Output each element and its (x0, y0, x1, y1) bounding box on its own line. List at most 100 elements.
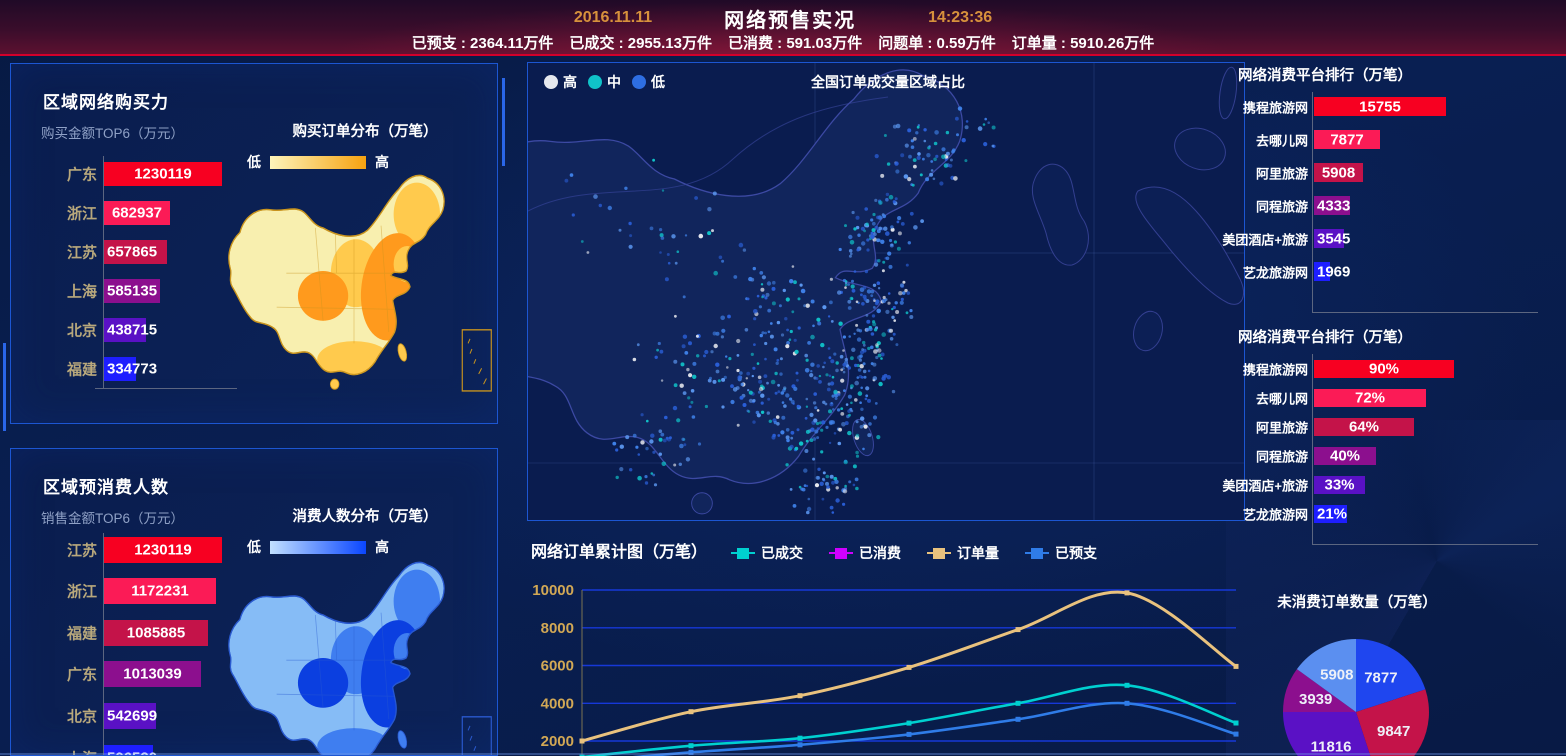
bar-value: 3545 (1317, 230, 1351, 247)
scatter-map-canvas[interactable] (528, 63, 1244, 520)
gradient-legend: 低 高 (247, 152, 491, 172)
line-legend-item[interactable]: 已预支 (1025, 543, 1097, 563)
bar[interactable] (104, 537, 222, 563)
scatter-legend-item[interactable]: 低 (632, 72, 665, 92)
pie-slice[interactable] (1283, 669, 1356, 712)
bar[interactable] (1314, 505, 1347, 523)
scatter-map-svg[interactable] (528, 63, 1244, 520)
bar-row[interactable]: 同程旅游 40% (1236, 446, 1560, 466)
line-chart-svg[interactable]: 10000 8000 6000 4000 2000 (527, 562, 1243, 756)
bar[interactable] (1314, 97, 1446, 116)
bar[interactable] (1314, 163, 1363, 182)
panel-regional-purchasing-power: 区域网络购买力 购买金额TOP6（万元） 购买订单分布（万笔） 低 高 广东 12… (3, 63, 505, 431)
bar-row[interactable]: 北京 542699 (11, 702, 497, 730)
bar-row[interactable]: 北京 438715 (11, 317, 497, 343)
china-choropleth-blue[interactable] (209, 547, 498, 756)
bar-label: 广东 (66, 666, 97, 684)
pie-canvas[interactable]: 7877 9847 11816 3939 5908 (1246, 608, 1566, 756)
bar-row[interactable]: 阿里旅游 5908 (1236, 162, 1560, 183)
bar-row[interactable]: 艺龙旅游网 21% (1236, 504, 1560, 524)
header-stat: 已消费 : 591.03万件 (727, 35, 863, 52)
bar-row[interactable]: 艺龙旅游网 1969 (1236, 261, 1560, 282)
bar-row[interactable]: 江苏 657865 (11, 239, 497, 265)
bar-value: 1230119 (134, 165, 192, 183)
header-bar: 2016.11.11 网络预售实况 14:23:36 已预支 : 2364.11… (0, 0, 1566, 56)
bar-label: 上海 (11, 748, 97, 756)
svg-text:2000: 2000 (541, 733, 574, 750)
line-legend-marker-icon (927, 547, 951, 559)
bar-value: 682937 (111, 204, 163, 222)
svg-text:7877: 7877 (1364, 670, 1397, 687)
scatter-legend-item[interactable]: 高 (544, 72, 577, 92)
bar-row[interactable]: 去哪儿网 7877 (1236, 129, 1560, 150)
bar[interactable] (1314, 476, 1365, 494)
line-chart-canvas[interactable]: 10000 8000 6000 4000 2000 (527, 562, 1243, 756)
bar[interactable] (104, 240, 167, 264)
bar-row[interactable]: 上海 506520 (11, 744, 497, 756)
bar-baseline (1312, 312, 1538, 313)
bar[interactable] (104, 201, 170, 225)
bar-value: 1230119 (134, 541, 192, 559)
bar[interactable] (1314, 418, 1414, 436)
line-legend-item[interactable]: 已成交 (731, 543, 803, 563)
pie-svg[interactable]: 7877 9847 11816 3939 5908 (1246, 608, 1566, 756)
bar-row[interactable]: 美团酒店+旅游 3545 (1222, 228, 1560, 249)
line-chart-title: 网络订单累计图（万笔） (531, 544, 708, 561)
pie-slice[interactable] (1296, 639, 1356, 712)
bar[interactable] (104, 357, 136, 381)
bar-label: 北京 (66, 708, 97, 726)
china-choropleth-orange[interactable] (209, 160, 499, 400)
bar-row[interactable]: 上海 585135 (11, 278, 497, 304)
bar-row[interactable]: 福建 1085885 (11, 619, 497, 647)
header-stat: 订单量 : 5910.26万件 (1011, 35, 1155, 52)
bar[interactable] (104, 279, 160, 303)
bar-value: 334773 (107, 360, 158, 378)
bar-row[interactable]: 福建 334773 (11, 356, 497, 382)
bar-value: 15755 (1359, 98, 1401, 115)
bar-row[interactable]: 广东 1013039 (11, 660, 497, 688)
bar-label: 福建 (66, 361, 97, 379)
bar-value: 7877 (1330, 131, 1364, 148)
bar[interactable] (104, 578, 216, 604)
bar-label: 阿里旅游 (1255, 166, 1308, 181)
bar-axis (1312, 354, 1313, 544)
pie-slice[interactable] (1356, 689, 1429, 756)
bar[interactable] (1314, 196, 1350, 215)
bar-row[interactable]: 浙江 682937 (11, 200, 497, 226)
bar[interactable] (1314, 360, 1454, 378)
scatter-map-title: 全国订单成交量区域占比 (811, 74, 965, 90)
line-legend-item[interactable]: 订单量 (927, 543, 999, 563)
bar[interactable] (104, 620, 208, 646)
header-stats-row: 已预支 : 2364.11万件 已成交 : 2955.13万件 已消费 : 591.… (0, 32, 1566, 53)
bar-value: 1969 (1317, 263, 1351, 280)
bar[interactable] (1314, 130, 1380, 149)
line-legend-item[interactable]: 已消费 (829, 543, 901, 563)
bar-row[interactable]: 美团酒店+旅游 33% (1222, 475, 1560, 495)
bar-label: 携程旅游网 (1242, 100, 1308, 115)
svg-text:8000: 8000 (541, 620, 574, 637)
bar-row[interactable]: 广东 1230119 (11, 161, 497, 187)
china-map-svg[interactable] (209, 160, 499, 400)
bar[interactable] (1314, 229, 1344, 248)
scatter-legend-item[interactable]: 中 (588, 72, 621, 92)
bar-row[interactable]: 阿里旅游 64% (1236, 417, 1560, 437)
line-legend-marker-icon (1025, 547, 1049, 559)
china-map-svg[interactable] (209, 547, 498, 756)
bar[interactable] (104, 703, 156, 729)
bar-row[interactable]: 同程旅游 4333 (1236, 195, 1560, 216)
bar[interactable] (1314, 389, 1426, 407)
bar-row[interactable]: 去哪儿网 72% (1236, 388, 1560, 408)
pie-slice[interactable] (1283, 712, 1379, 756)
bar-value: 21% (1317, 505, 1348, 523)
bar-row[interactable]: 携程旅游网 90% (1236, 359, 1560, 379)
bar[interactable] (104, 318, 146, 342)
pie-slice[interactable] (1356, 639, 1426, 712)
bar[interactable] (104, 162, 222, 186)
bar-row[interactable]: 浙江 1172231 (11, 577, 497, 605)
bar-row[interactable]: 江苏 1230119 (11, 536, 497, 564)
bar[interactable] (1314, 262, 1330, 281)
bar[interactable] (104, 745, 153, 755)
bar-row[interactable]: 携程旅游网 15755 (1236, 96, 1560, 117)
bar[interactable] (1314, 447, 1376, 465)
bar[interactable] (104, 661, 201, 687)
